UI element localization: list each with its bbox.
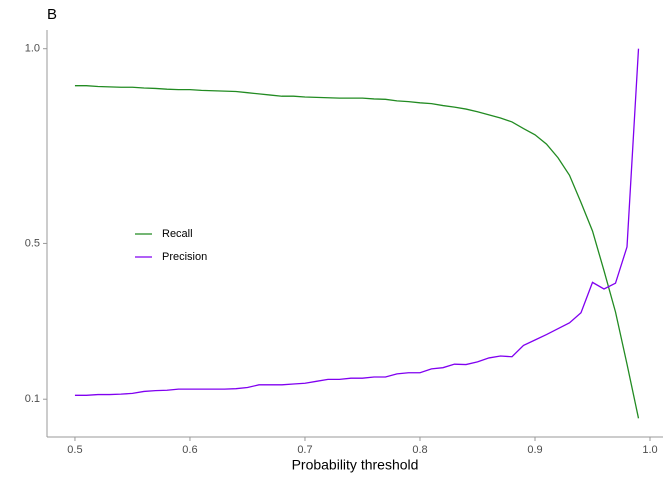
x-tick-label: 0.6 xyxy=(182,444,197,456)
line xyxy=(74,85,640,419)
y-tick-label: 0.5 xyxy=(25,237,40,249)
chart-title: B xyxy=(47,6,57,23)
x-tick-label: 0.5 xyxy=(67,444,82,456)
x-tick-label: 0.7 xyxy=(297,444,312,456)
y-tick-label: 0.1 xyxy=(25,393,40,405)
x-tick-label: 0.9 xyxy=(527,444,542,456)
line xyxy=(74,48,640,396)
legend-label: Recall xyxy=(162,228,193,240)
y-tick-label: 1.0 xyxy=(25,43,40,55)
x-tick-label: 1.0 xyxy=(642,444,657,456)
legend-label: Precision xyxy=(162,251,207,263)
x-axis-label: Probability threshold xyxy=(292,457,419,473)
x-tick-label: 0.8 xyxy=(412,444,427,456)
